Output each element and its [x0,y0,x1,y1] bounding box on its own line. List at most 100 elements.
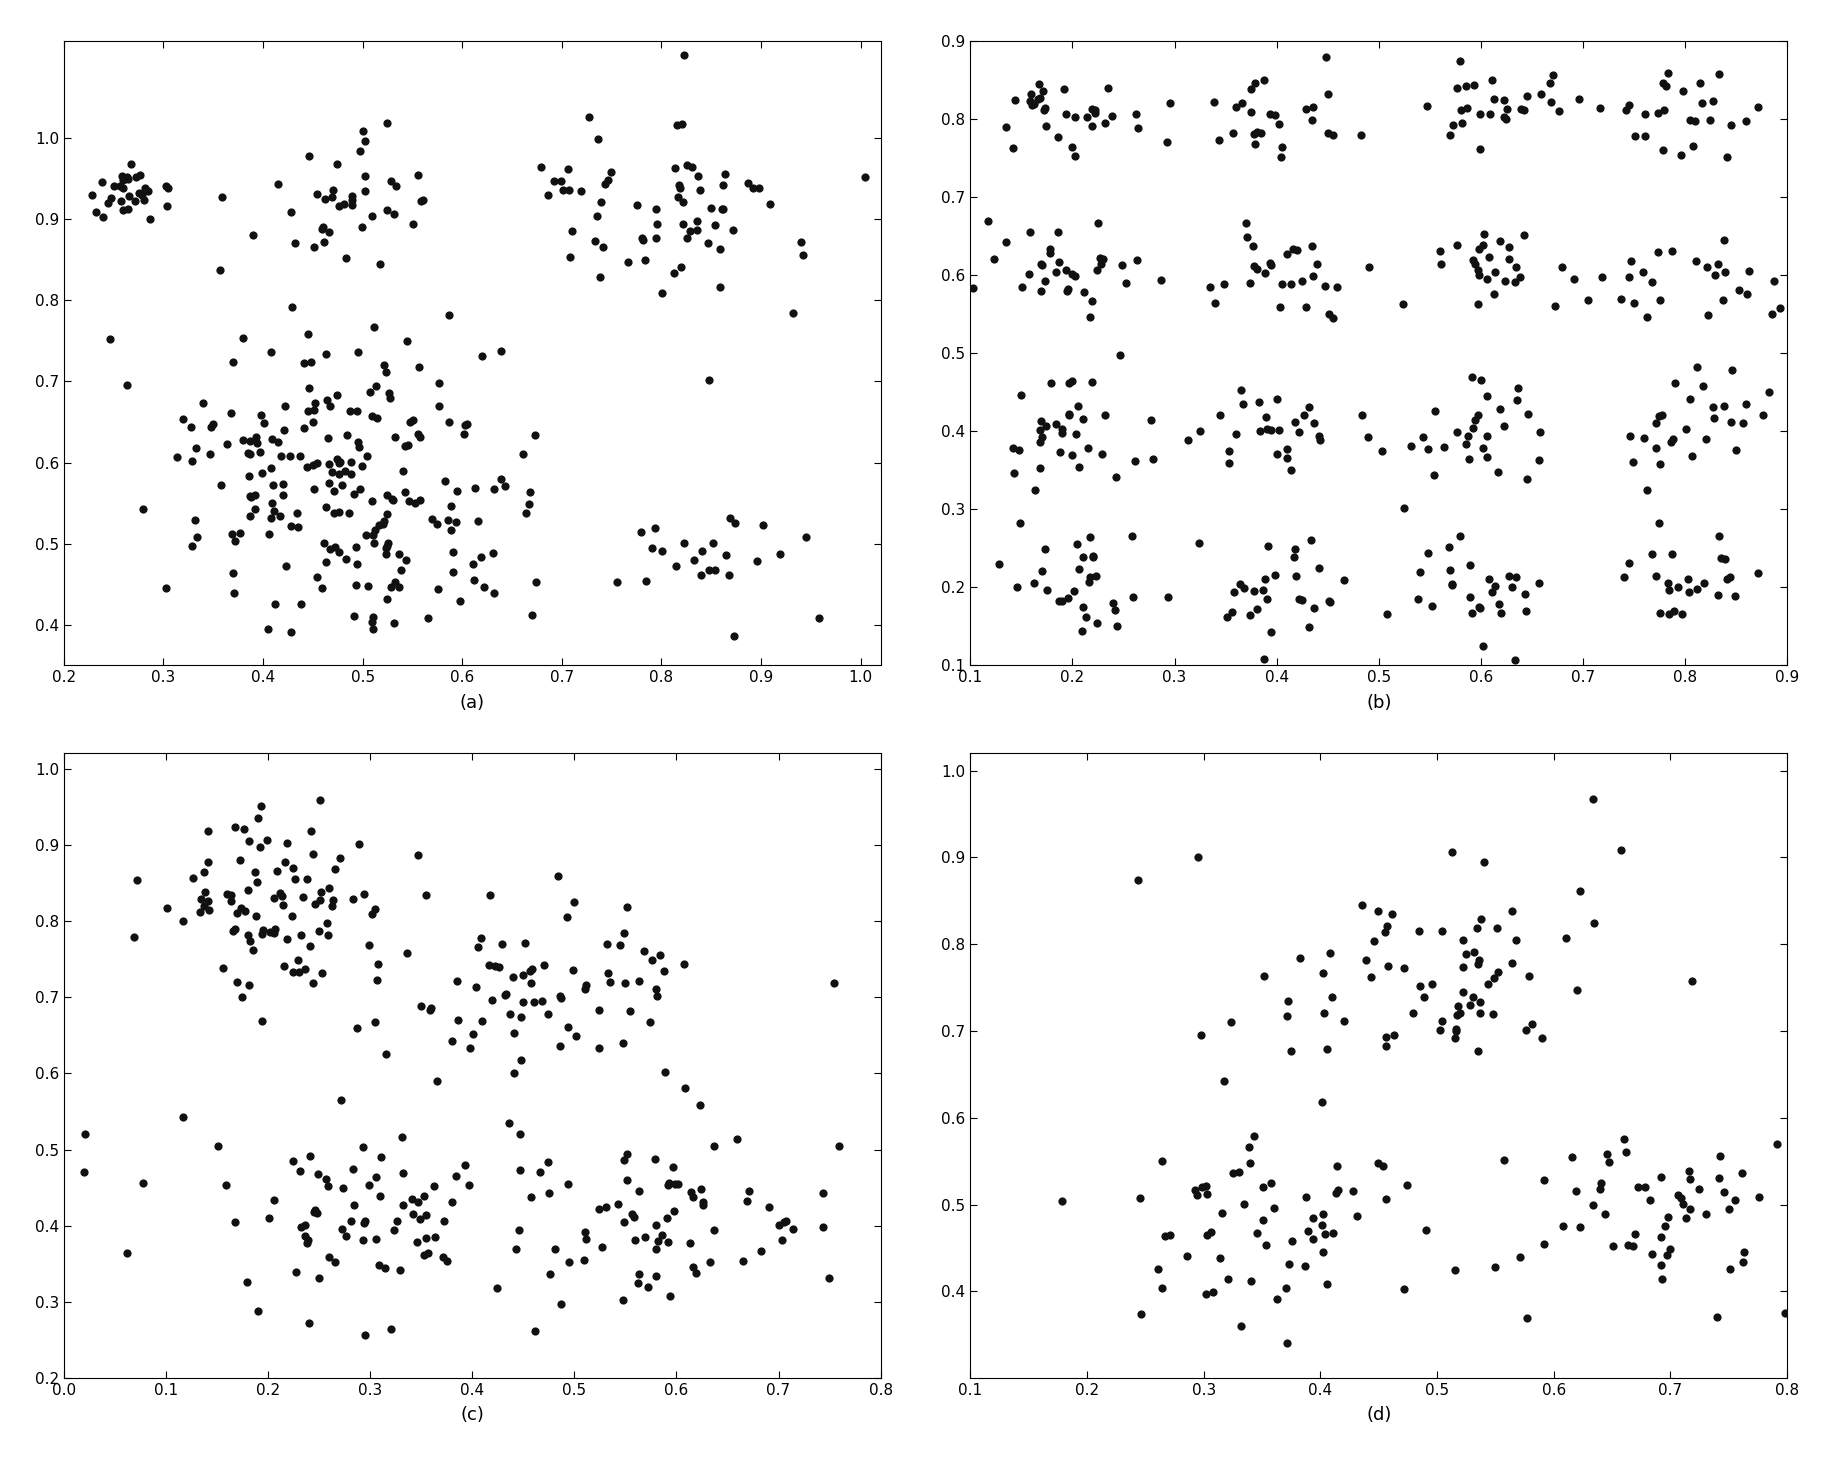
Point [1711,547,1740,570]
Point [1308,1240,1337,1263]
Point [1548,255,1577,279]
Point [748,514,778,537]
Point [290,352,319,375]
Point [620,1228,649,1252]
Point [359,315,389,338]
Point [1434,535,1464,559]
Point [1667,143,1696,166]
Point [323,384,352,407]
Point [370,537,400,560]
Point [246,835,275,858]
Point [1442,420,1471,444]
Point [1045,589,1075,613]
Point [1100,465,1130,489]
Point [515,960,545,983]
Point [1476,69,1506,92]
Point [220,582,249,605]
Point [389,1193,418,1217]
Point [1667,79,1696,102]
Point [1245,390,1275,413]
Point [391,433,420,457]
Point [1610,565,1640,588]
Point [569,1247,598,1271]
Point [1643,101,1673,124]
Point [1770,1301,1799,1325]
Point [585,191,614,214]
Point [1700,264,1729,287]
Point [1192,1223,1221,1246]
Point [438,560,468,584]
Point [1436,124,1465,147]
Point [1060,144,1089,168]
Point [1249,964,1278,988]
Point [814,1266,844,1290]
Point [354,1173,383,1196]
Point [336,449,365,473]
Point [624,193,653,216]
Point [227,896,257,919]
Point [435,410,464,433]
Point [1486,397,1515,420]
Point [1260,563,1289,587]
Point [1207,1201,1236,1224]
Point [391,480,420,503]
Point [528,989,558,1013]
Point [1031,537,1060,560]
Point [728,1249,757,1272]
Point [1693,255,1722,279]
Point [281,868,310,891]
Point [403,422,433,445]
Point [1311,1037,1341,1061]
Point [244,1300,273,1323]
Point [545,983,574,1007]
Point [552,905,581,928]
Point [248,922,277,945]
Point [1489,1148,1519,1172]
Point [669,531,699,554]
Point [381,570,411,594]
Point [1715,1258,1744,1281]
Point [425,394,455,417]
Point [701,213,730,236]
Point [1684,1177,1713,1201]
Point [1304,425,1333,448]
Point [686,1177,715,1201]
Point [468,344,497,368]
Point [1242,257,1271,280]
Point [1322,274,1352,298]
Point [339,1193,369,1217]
Point [1025,430,1055,454]
Point [1284,588,1313,611]
Point [745,177,774,200]
Point [1249,578,1278,601]
Point [1267,271,1297,295]
Point [446,589,475,613]
Point [1273,438,1302,461]
Point [607,1288,636,1312]
Point [547,986,576,1010]
Point [1458,248,1487,271]
Point [337,1157,367,1180]
Point [211,1173,240,1196]
Point [1495,248,1524,271]
Point [525,1160,554,1183]
Point [1359,929,1388,953]
Point [1610,1139,1640,1163]
Point [1297,528,1326,552]
Point [1073,436,1102,460]
Point [1630,426,1660,449]
Point [431,470,460,493]
Point [240,861,270,884]
Point [308,531,337,554]
Point [1218,601,1247,624]
Point [1489,414,1519,438]
Point [420,1226,449,1249]
Point [1742,562,1772,585]
Point [193,890,222,913]
Point [372,587,402,610]
Point [1685,71,1715,95]
Point [668,112,697,136]
Point [1425,239,1454,263]
Point [1238,235,1267,258]
Point [123,868,152,891]
